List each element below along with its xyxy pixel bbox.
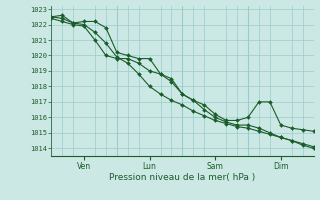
X-axis label: Pression niveau de la mer( hPa ): Pression niveau de la mer( hPa ) [109, 173, 256, 182]
